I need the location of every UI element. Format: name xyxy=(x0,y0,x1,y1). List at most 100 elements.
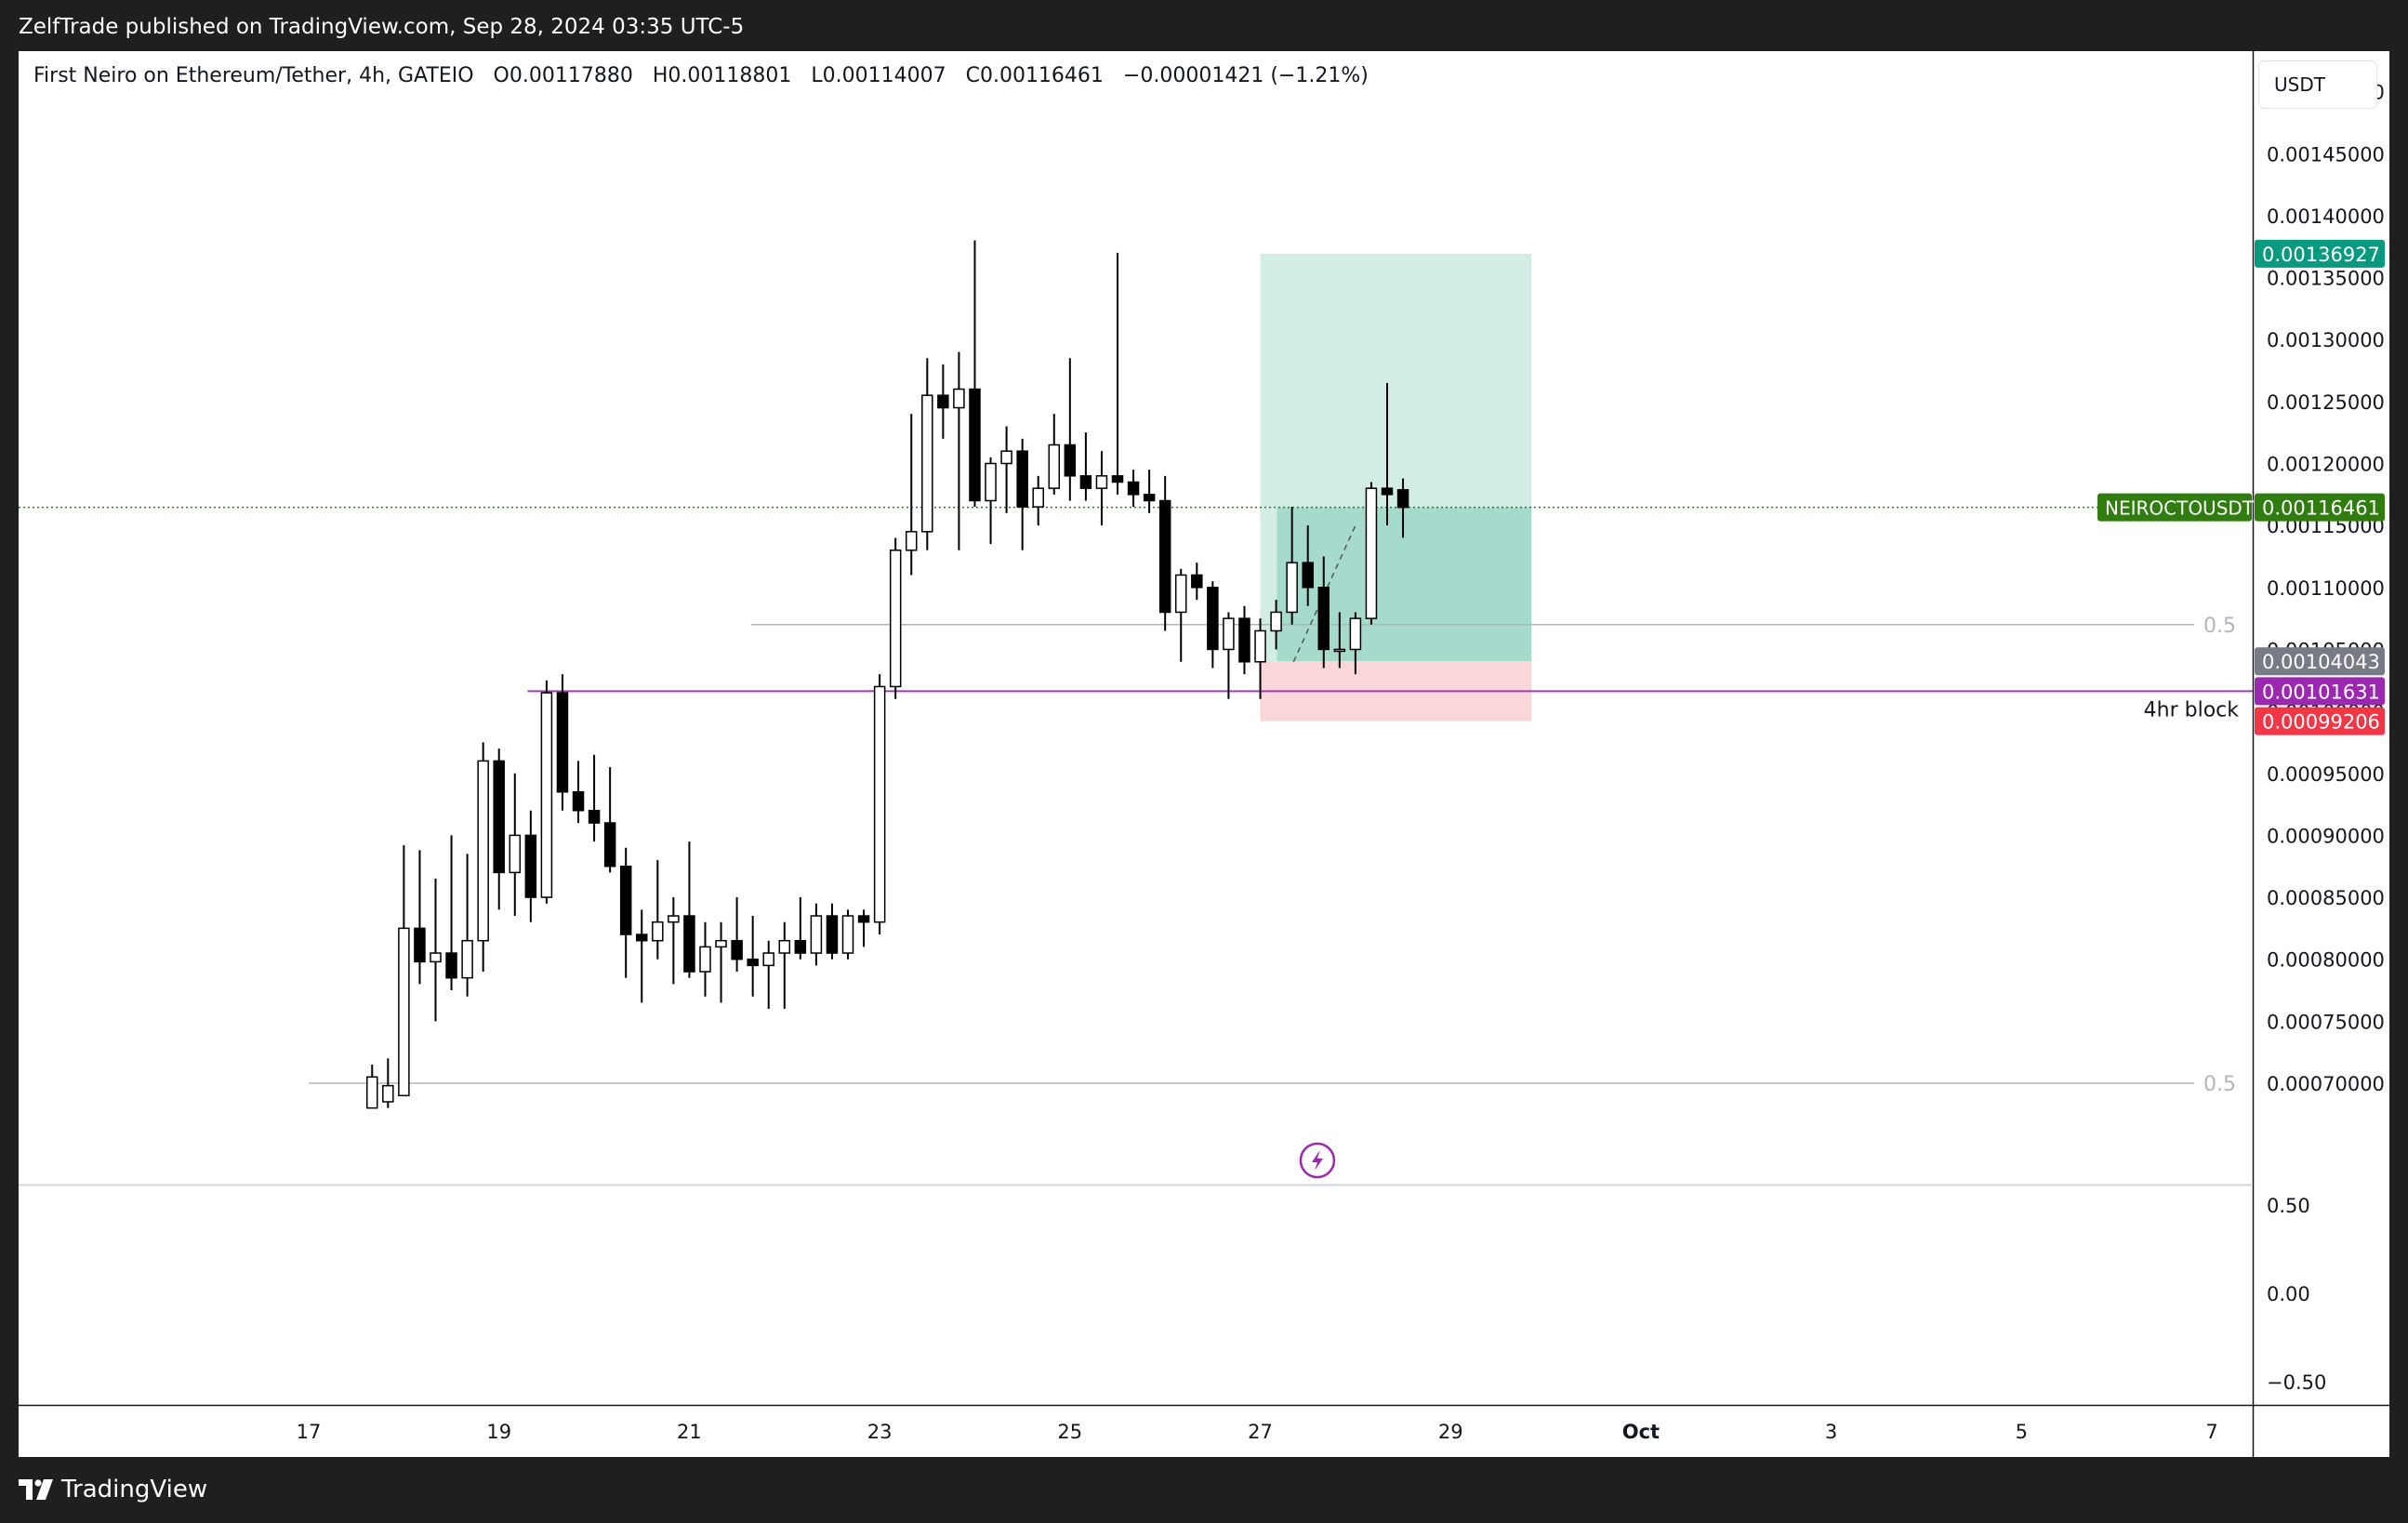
price-chart[interactable]: 0.00070000 0.00075000 0.00080000 0.00085000… xyxy=(19,51,2389,1457)
block-price-badge xyxy=(2255,677,2385,706)
candle-body xyxy=(477,760,489,942)
candle-body xyxy=(683,915,695,973)
close-key: C xyxy=(965,64,980,87)
candle xyxy=(588,754,601,842)
candle-body xyxy=(921,394,933,533)
candle xyxy=(1174,568,1187,662)
chart-frame[interactable]: 0.00070000 0.00075000 0.00080000 0.00085000… xyxy=(19,51,2389,1457)
candle-body xyxy=(937,394,949,409)
candle xyxy=(556,674,569,811)
candle-body xyxy=(906,531,918,551)
candle-body xyxy=(493,760,505,874)
open-value: 0.00117880 xyxy=(509,64,633,87)
candle xyxy=(652,860,664,960)
candle-body xyxy=(1270,611,1282,632)
time-tick-label: Oct xyxy=(1622,1421,1660,1443)
tradingview-logo[interactable]: TradingView xyxy=(19,1476,207,1503)
price-tick-label: 0.00110000 xyxy=(2267,577,2385,600)
candle xyxy=(1302,525,1314,606)
candle-body xyxy=(1158,499,1171,614)
candle xyxy=(937,364,949,439)
candle-body xyxy=(985,462,997,502)
last-price-badge-text: 0.00116461 xyxy=(2262,497,2380,520)
candle xyxy=(1143,470,1156,513)
position-zones xyxy=(1260,253,1532,722)
candle-body xyxy=(969,388,981,502)
osc-tick-label: 0.50 xyxy=(2267,1195,2310,1217)
target-badge xyxy=(2255,239,2385,268)
candle xyxy=(731,897,743,973)
change-value: −0.00001421 (−1.21%) xyxy=(1122,64,1369,87)
candle-body xyxy=(1317,587,1330,651)
candle-body xyxy=(1191,574,1203,589)
candle xyxy=(699,921,711,997)
candle xyxy=(540,680,553,904)
candle-body xyxy=(1223,617,1235,651)
candles xyxy=(366,240,1409,1109)
candle-body xyxy=(668,915,680,923)
close-value: 0.00116461 xyxy=(979,64,1104,87)
candle xyxy=(1032,475,1044,526)
candle xyxy=(841,909,854,960)
candle xyxy=(1238,605,1250,675)
candle xyxy=(477,742,489,973)
candle-body xyxy=(1207,587,1219,651)
candle xyxy=(1223,612,1235,699)
candle-body xyxy=(826,915,839,954)
candle xyxy=(873,674,886,935)
osc-tick-label: 0.00 xyxy=(2267,1283,2310,1305)
candle xyxy=(810,903,823,966)
publish-header: ZelfTrade published on TradingView.com, … xyxy=(0,0,2408,51)
block-price-badge-text: 0.00101631 xyxy=(2262,681,2380,703)
candle-body xyxy=(1127,481,1140,496)
candle xyxy=(603,767,616,873)
candle xyxy=(1286,507,1298,625)
candle xyxy=(969,240,981,508)
candle xyxy=(414,850,426,985)
candle-body xyxy=(1396,489,1409,509)
high-key: H xyxy=(652,64,668,87)
target-badge-text: 0.00136927 xyxy=(2262,244,2380,266)
candle-body xyxy=(524,834,537,898)
candle xyxy=(509,773,522,917)
time-tick-label: 19 xyxy=(486,1421,511,1443)
entry-badge xyxy=(2255,647,2385,676)
candle-body xyxy=(873,685,886,923)
candle-body xyxy=(603,822,616,867)
upper-fib-label: 0.5 xyxy=(2203,615,2236,638)
candle xyxy=(1349,612,1362,675)
price-tick-label: 0.00120000 xyxy=(2267,454,2385,476)
publish-text: ZelfTrade published on TradingView.com, … xyxy=(19,15,745,39)
currency-button[interactable]: USDT xyxy=(2258,60,2377,109)
candle-body xyxy=(1333,648,1346,653)
candle xyxy=(683,841,695,978)
open-key: O xyxy=(493,64,509,87)
axes: 0.00070000 0.00075000 0.00080000 0.00085000… xyxy=(19,51,2389,1457)
time-tick-label: 3 xyxy=(1825,1421,1837,1443)
candle-body xyxy=(715,939,727,948)
candle-body xyxy=(1095,475,1108,489)
candle-body xyxy=(1238,617,1250,663)
lightning-icon xyxy=(1299,1142,1336,1179)
candle xyxy=(572,761,585,824)
candle xyxy=(1079,432,1092,501)
candle xyxy=(906,414,918,576)
candle-body xyxy=(509,834,522,874)
candle-body xyxy=(731,939,743,960)
candle-body xyxy=(778,939,791,954)
symbol-title: First Neiro on Ethereum/Tether, 4h, GATE… xyxy=(33,64,474,87)
candle xyxy=(778,921,791,1010)
time-tick-label: 17 xyxy=(297,1421,322,1443)
candle xyxy=(398,845,410,1097)
candle-body xyxy=(699,946,711,973)
candle-body xyxy=(1365,487,1378,619)
candle-body xyxy=(414,927,426,963)
low-value: 0.00114007 xyxy=(822,64,946,87)
low-key: L xyxy=(811,64,823,87)
candle-body xyxy=(810,915,823,954)
candle-body xyxy=(1174,574,1187,614)
candle xyxy=(1365,482,1378,625)
candle xyxy=(889,537,902,699)
price-tick-label: 0.00090000 xyxy=(2267,825,2385,847)
candle xyxy=(953,351,965,550)
